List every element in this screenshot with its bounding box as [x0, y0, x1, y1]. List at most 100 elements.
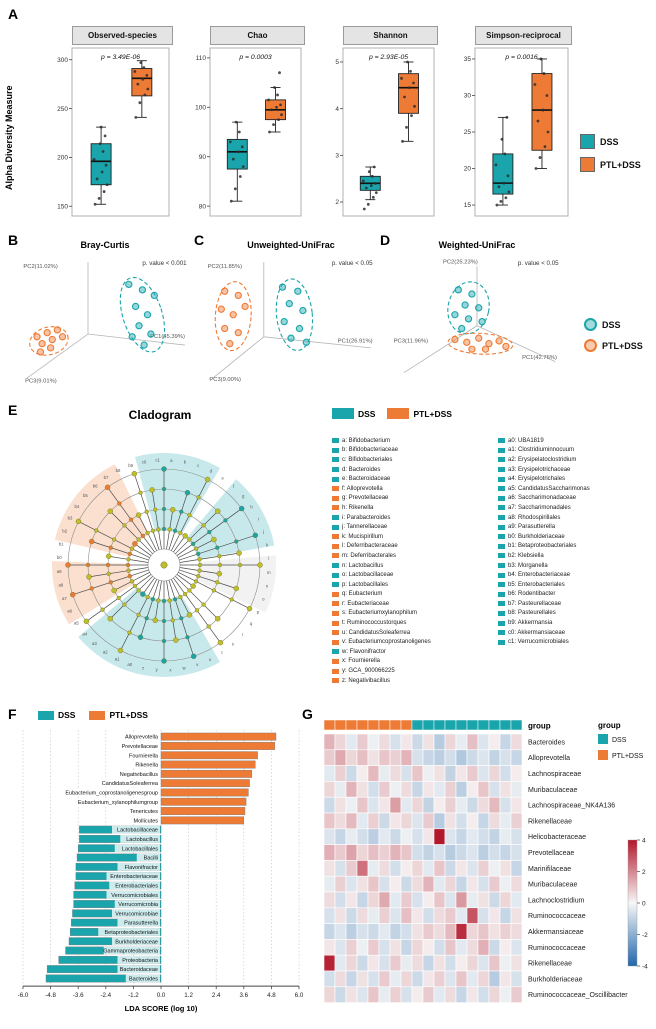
svg-text:p: p: [257, 609, 260, 614]
svg-text:PC2(11.02%): PC2(11.02%): [23, 264, 57, 270]
lda-legend-label-ptl-dss: PTL+DSS: [109, 710, 148, 720]
svg-text:t: t: [221, 650, 223, 655]
svg-text:Burkholderiaceae: Burkholderiaceae: [528, 976, 583, 983]
svg-text:Parasutterella: Parasutterella: [124, 921, 159, 927]
svg-text:1.2: 1.2: [184, 992, 193, 999]
panel-b-label: B: [8, 232, 19, 248]
taxon-color-swatch: [498, 534, 505, 540]
taxon-label: k: Mucispirillum: [342, 533, 384, 540]
taxon-label: a9: Parasutterella: [508, 524, 556, 531]
taxon-label: b5: Enterobacteriales: [508, 581, 565, 588]
pcoa-title-bray-curtis: Bray-Curtis: [80, 240, 130, 250]
svg-text:v: v: [196, 662, 199, 667]
alpha-diversity-legend: DSS PTL+DSS: [580, 134, 641, 180]
taxon-label: g: Prevotellaceae: [342, 495, 389, 502]
svg-text:Lactobacillus: Lactobacillus: [126, 837, 158, 843]
cladogram-legend-item: a0: UBA1819: [498, 436, 656, 446]
cladogram-legend-item: z: Negativibacillus: [332, 676, 496, 686]
cladogram-legend-item: a2: Erysipelatoclostridium: [498, 455, 656, 465]
cladogram-legend-item-dss: DSS: [332, 408, 375, 419]
taxon-label: s: Eubacteriumxylanophilum: [342, 610, 418, 617]
pcoa-unweighted-unifrac-canvas: PC2(11.85%) PC1(26.91%) PC3(9.00%) p. value…: [206, 254, 376, 397]
ptl-dss-group-swatch: [387, 408, 410, 419]
svg-text:b6: b6: [93, 483, 98, 488]
taxon-label: a3: Erysipelotrichaceae: [508, 466, 571, 473]
svg-text:a4: a4: [82, 631, 87, 636]
svg-text:a2: a2: [103, 650, 108, 655]
dss-color-swatch: [580, 134, 595, 149]
cladogram-legend-item: f: Alloprevotella: [332, 484, 496, 494]
taxon-label: a2: Erysipelatoclostridium: [508, 456, 577, 463]
taxon-label: a8: Rhodospirillales: [508, 514, 561, 521]
svg-text:Burkholderiaceae: Burkholderiaceae: [115, 939, 158, 945]
taxon-color-swatch: [332, 658, 339, 664]
taxon-label: r: Eubacteriaceae: [342, 600, 390, 607]
svg-text:p = 3.49E-06: p = 3.49E-06: [100, 54, 140, 61]
cladogram-legend-item: b3: Morganella: [498, 561, 656, 571]
svg-text:2: 2: [335, 199, 339, 206]
taxon-color-swatch: [498, 505, 505, 511]
svg-text:3: 3: [335, 153, 339, 160]
svg-text:Ruminococcaceae: Ruminococcaceae: [528, 945, 586, 952]
cladogram-legend-item: b1: Betaproteobacteriales: [498, 542, 656, 552]
svg-text:Bacilli: Bacilli: [144, 856, 158, 862]
svg-text:250: 250: [57, 106, 68, 113]
cladogram-legend-item: i: Parabacteroides: [332, 513, 496, 523]
svg-text:p = 0.0016: p = 0.0016: [504, 54, 538, 61]
svg-text:Gammaproteobacteria: Gammaproteobacteria: [103, 949, 159, 955]
taxon-label: u: CandidatusSoleaferrea: [342, 629, 411, 636]
svg-text:b2: b2: [62, 528, 67, 533]
svg-text:z: z: [142, 665, 144, 670]
panel-d-label: D: [380, 232, 391, 248]
svg-text:b1: b1: [59, 542, 64, 547]
svg-text:2.4: 2.4: [212, 992, 221, 999]
cladogram-legend-item: b5: Enterobacteriales: [498, 580, 656, 590]
svg-text:Rikenellaceae: Rikenellaceae: [528, 961, 572, 968]
cladogram-legend-item: x: Fournierella: [332, 657, 496, 667]
taxon-color-swatch: [498, 572, 505, 578]
svg-text:110: 110: [196, 55, 207, 62]
cladogram-legend-item: c0: Akkermansiaceae: [498, 628, 656, 638]
svg-text:c0: c0: [142, 459, 147, 464]
taxon-label: a5: CandidatusSaccharimonas: [508, 485, 590, 492]
taxon-label: a6: Saccharimonadaceae: [508, 495, 577, 502]
panel-g-label: G: [302, 706, 313, 722]
taxon-label: x: Fournierella: [342, 658, 381, 665]
heatmap-svg: group Bacteroides Alloprevotella Lachnospir…: [323, 719, 648, 1003]
taxon-label: c0: Akkermansiaceae: [508, 629, 566, 636]
svg-text:-4.8: -4.8: [45, 992, 56, 999]
svg-text:a5: a5: [74, 620, 79, 625]
svg-text:j: j: [262, 529, 264, 534]
cladogram-legend-item: w: Flavonifractor: [332, 647, 496, 657]
taxon-color-swatch: [332, 601, 339, 607]
taxon-label: b7: Pasteurellaceae: [508, 600, 562, 607]
svg-text:m: m: [267, 570, 271, 575]
svg-text:d: d: [210, 469, 213, 474]
taxon-label: a0: UBA1819: [508, 437, 544, 444]
svg-text:n: n: [266, 583, 269, 588]
svg-text:Bacteroides: Bacteroides: [129, 976, 158, 982]
svg-text:Bacteroidaceae: Bacteroidaceae: [120, 967, 158, 973]
facet-title-chao: Chao: [210, 26, 305, 45]
cladogram-legend-item: a3: Erysipelotrichaceae: [498, 465, 656, 475]
taxon-color-swatch: [332, 610, 339, 616]
svg-text:Rikenella: Rikenella: [135, 763, 159, 769]
cladogram-group-legend: DSS PTL+DSS: [332, 408, 452, 419]
taxon-color-swatch: [498, 447, 505, 453]
taxon-label: m: Deferribacterales: [342, 552, 397, 559]
svg-text:k: k: [266, 542, 269, 547]
taxon-color-swatch: [498, 515, 505, 521]
taxon-label: b3: Morganella: [508, 562, 548, 569]
svg-text:PC2(11.85%): PC2(11.85%): [208, 264, 242, 270]
cladogram-legend-item: r: Eubacteriaceae: [332, 599, 496, 609]
taxon-color-swatch: [498, 476, 505, 482]
svg-text:100: 100: [195, 104, 206, 111]
svg-text:Bacteroides: Bacteroides: [528, 739, 565, 746]
svg-text:PC3(9.01%): PC3(9.01%): [25, 378, 57, 384]
pcoa-legend-item-ptl-dss: PTL+DSS: [584, 339, 643, 352]
svg-text:4.8: 4.8: [267, 992, 276, 999]
svg-text:Rikenellaceae: Rikenellaceae: [528, 818, 572, 825]
taxon-color-swatch: [332, 438, 339, 444]
svg-text:b0: b0: [57, 555, 62, 560]
svg-text:p. value < 0.001: p. value < 0.001: [142, 260, 187, 267]
